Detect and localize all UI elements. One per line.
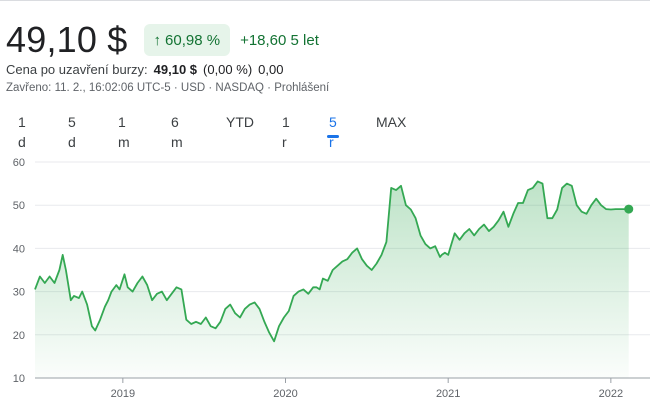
arrow-up-icon: ↑ [153,31,162,49]
change-absolute: +18,60 5 let [240,32,319,49]
tab-range-1d[interactable]: 1 d [18,114,26,150]
tab-range-6m[interactable]: 6 m [171,114,183,150]
tab-range-5d[interactable]: 5 d [68,114,76,150]
y-tick-label: 10 [13,373,25,385]
price-chart[interactable]: 10 20 30 40 50 60 2019 2020 2021 2022 [0,145,650,414]
change-percent: 60,98 % [165,31,221,49]
price-line [34,180,629,343]
tab-range-1m[interactable]: 1 m [118,114,130,150]
y-tick-label: 30 [13,287,25,299]
market-info[interactable]: Zavřeno: 11. 2., 16:02:06 UTC-5 · USD · … [6,82,330,94]
close-price: 49,10 $ [153,62,198,77]
top-divider [0,0,650,1]
change-period: 5 let [290,31,319,49]
change-absolute-value: +18,60 [240,31,287,49]
y-axis: 10 20 30 40 50 60 [13,157,25,385]
close-label: Cena po uzavření burzy: [6,62,148,77]
close-change-absolute: 0,00 [258,62,284,77]
tab-range-max[interactable]: MAX [376,114,407,130]
x-tick-label: 2021 [436,388,460,400]
y-tick-label: 60 [13,157,25,169]
current-price: 49,10 $ [6,19,128,60]
x-tick-label: 2022 [599,388,623,400]
y-tick-label: 40 [13,243,25,255]
tab-range-ytd[interactable]: YTD [226,114,254,130]
x-tick-label: 2020 [273,388,297,400]
y-tick-label: 20 [13,330,25,342]
x-tick-label: 2019 [111,388,135,400]
x-axis: 2019 2020 2021 2022 [111,378,623,400]
y-tick-label: 50 [13,200,25,212]
tab-range-5y[interactable]: 5 r [327,114,339,150]
price-area [35,181,629,378]
close-change-percent: (0,00 %) [203,62,253,77]
price-row: 49,10 $ ↑ 60,98 % +18,60 5 let [6,14,319,66]
tab-range-1y[interactable]: 1 r [282,114,290,150]
last-price-dot [624,204,634,214]
change-percent-badge: ↑ 60,98 % [143,24,231,56]
after-hours-row: Cena po uzavření burzy: 49,10 $ (0,00 %)… [6,62,283,77]
